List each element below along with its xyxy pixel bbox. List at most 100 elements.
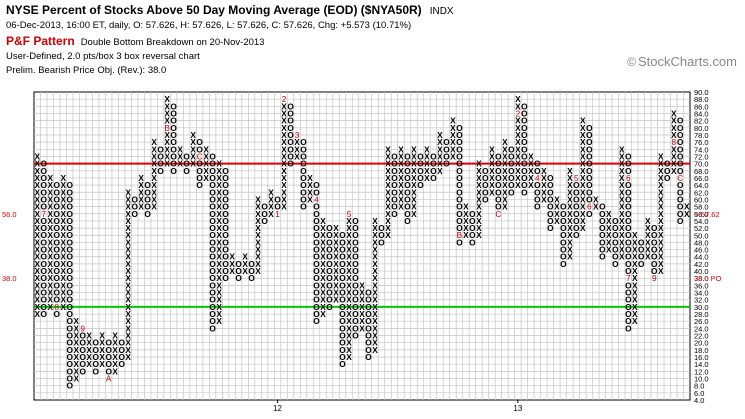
o-box: O <box>391 180 398 190</box>
x-box: X <box>606 223 612 233</box>
o-box: O <box>352 288 359 298</box>
o-box: O <box>41 194 48 204</box>
o-box: O <box>41 187 48 197</box>
x-box: X <box>99 345 105 355</box>
o-box: O <box>66 345 73 355</box>
o-box: O <box>209 288 216 298</box>
x-box: X <box>489 159 495 169</box>
x-box: X <box>216 273 222 283</box>
x-box: X <box>372 338 378 348</box>
o-box: O <box>300 202 307 212</box>
o-box: O <box>66 223 73 233</box>
o-box: O <box>222 216 229 226</box>
x-box: X <box>528 166 534 176</box>
o-box: O <box>313 187 320 197</box>
o-box: O <box>456 202 463 212</box>
o-box: O <box>222 252 229 262</box>
o-box: O <box>651 266 658 276</box>
o-box: O <box>495 180 502 190</box>
o-box: O <box>339 323 346 333</box>
o-box: O <box>560 252 567 262</box>
o-box: O <box>41 266 48 276</box>
o-box: O <box>365 288 372 298</box>
o-box: O <box>625 209 632 219</box>
o-box: O <box>534 180 541 190</box>
o-box: O <box>53 180 60 190</box>
o-box: O <box>183 151 190 161</box>
x-tick-label: 12 <box>273 404 282 413</box>
y-tick-label: 30.0 <box>694 303 709 312</box>
x-box: X <box>502 187 508 197</box>
o-box: O <box>300 159 307 169</box>
x-box: X <box>619 202 625 212</box>
o-box: O <box>573 209 580 219</box>
o-box: O <box>677 180 684 190</box>
x-box: X <box>60 273 66 283</box>
o-box: O <box>391 187 398 197</box>
x-box: X <box>203 159 209 169</box>
x-box: X <box>99 359 105 369</box>
x-box: X <box>489 173 495 183</box>
y-tick-label: 4.0 <box>694 396 704 405</box>
o-box: O <box>560 237 567 247</box>
o-box: O <box>625 166 632 176</box>
o-box: O <box>599 223 606 233</box>
o-box: O <box>352 266 359 276</box>
x-box: X <box>372 323 378 333</box>
o-box: O <box>53 266 60 276</box>
o-box: O <box>53 252 60 262</box>
x-box: X <box>99 331 105 341</box>
o-box: O <box>157 144 164 154</box>
x-box: X <box>567 187 573 197</box>
x-box: X <box>658 259 664 269</box>
x-box: X <box>112 345 118 355</box>
o-box: O <box>443 159 450 169</box>
x-box: X <box>658 209 664 219</box>
x-box: X <box>502 166 508 176</box>
o-box: O <box>170 151 177 161</box>
o-box: O <box>196 180 203 190</box>
o-box: O <box>469 209 476 219</box>
x-box: X <box>60 245 66 255</box>
x-box: X <box>112 359 118 369</box>
x-box: X <box>47 273 53 283</box>
o-box: O <box>573 180 580 190</box>
x-box: X <box>515 166 521 176</box>
x-box: X <box>398 159 404 169</box>
x-box: X <box>346 273 352 283</box>
o-box: O <box>482 180 489 190</box>
o-box: O <box>209 151 216 161</box>
y-tick-label: 20.0 <box>694 339 709 348</box>
o-box: O <box>677 123 684 133</box>
x-box: X <box>112 331 118 341</box>
o-box: O <box>326 237 333 247</box>
x-box: X <box>281 144 287 154</box>
x-box: X <box>47 280 53 290</box>
o-box: O <box>469 237 476 247</box>
o-box: O <box>144 194 151 204</box>
o-box: O <box>41 302 48 312</box>
x-box: X <box>320 245 326 255</box>
x-box: X <box>47 209 53 219</box>
o-box: O <box>209 194 216 204</box>
o-box: O <box>612 223 619 233</box>
x-box: X <box>619 151 625 161</box>
o-box: O <box>521 144 528 154</box>
o-box: O <box>196 166 203 176</box>
y-tick-label: 48.0 <box>694 238 709 247</box>
o-box: O <box>417 173 424 183</box>
y-tick-label: 80.0 <box>694 124 709 133</box>
o-box: O <box>209 280 216 290</box>
o-box: O <box>521 180 528 190</box>
y-tick-label: 18.0 <box>694 346 709 355</box>
o-box: O <box>599 216 606 226</box>
x-box: X <box>125 245 131 255</box>
x-box: X <box>125 202 131 212</box>
chart-title: NYSE Percent of Stocks Above 50 Day Movi… <box>6 3 454 17</box>
o-box: O <box>352 323 359 333</box>
o-box: O <box>41 309 48 319</box>
o-box: O <box>625 259 632 269</box>
x-box: X <box>281 173 287 183</box>
x-box: X <box>320 266 326 276</box>
x-box: X <box>333 237 339 247</box>
